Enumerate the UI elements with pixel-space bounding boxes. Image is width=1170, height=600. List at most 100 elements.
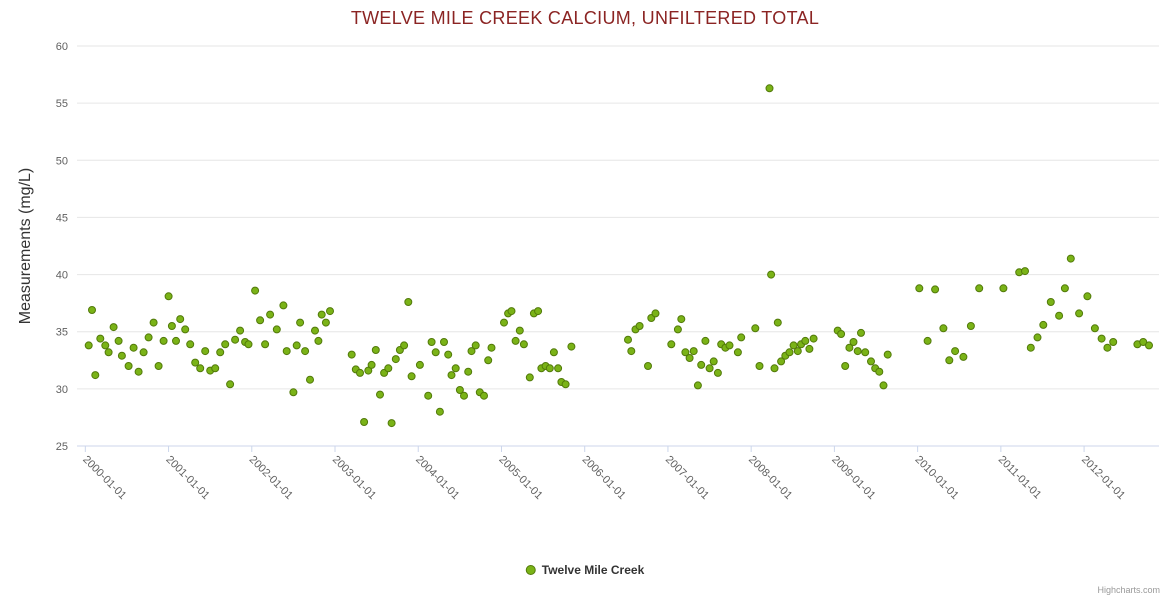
data-point[interactable] — [376, 390, 384, 399]
data-point[interactable] — [292, 341, 301, 350]
data-point[interactable] — [701, 336, 710, 345]
data-point[interactable] — [221, 340, 230, 349]
data-point[interactable] — [88, 306, 96, 314]
data-point[interactable] — [765, 84, 774, 93]
data-point[interactable] — [387, 419, 396, 428]
data-point[interactable] — [435, 407, 444, 416]
data-point[interactable] — [1090, 324, 1099, 333]
data-point[interactable] — [129, 343, 138, 352]
data-point[interactable] — [853, 347, 862, 356]
data-point[interactable] — [1060, 284, 1069, 293]
data-point[interactable] — [251, 286, 260, 295]
data-point[interactable] — [244, 340, 253, 349]
data-point[interactable] — [644, 362, 652, 370]
data-point[interactable] — [391, 355, 400, 364]
data-point[interactable] — [451, 364, 460, 373]
data-point[interactable] — [444, 350, 453, 359]
data-point[interactable] — [999, 284, 1008, 293]
data-point[interactable] — [360, 418, 369, 426]
data-point[interactable] — [713, 368, 722, 377]
data-point[interactable] — [172, 336, 180, 345]
data-point[interactable] — [159, 336, 168, 345]
data-point[interactable] — [321, 318, 330, 327]
data-point[interactable] — [236, 326, 245, 335]
data-point[interactable] — [326, 307, 334, 316]
data-point[interactable] — [154, 362, 163, 370]
data-point[interactable] — [191, 358, 200, 367]
data-point[interactable] — [231, 335, 240, 344]
legend-item-twelve-mile-creek[interactable]: Twelve Mile Creek — [525, 563, 644, 577]
data-point[interactable] — [1145, 341, 1153, 350]
data-point[interactable] — [809, 334, 818, 343]
data-point[interactable] — [939, 324, 948, 333]
data-point[interactable] — [216, 348, 225, 357]
data-point[interactable] — [959, 352, 968, 361]
data-point[interactable] — [427, 338, 436, 346]
data-point[interactable] — [733, 348, 742, 357]
data-point[interactable] — [306, 375, 314, 384]
data-point[interactable] — [507, 307, 516, 316]
data-point[interactable] — [314, 336, 323, 345]
data-point[interactable] — [627, 347, 636, 356]
data-point[interactable] — [681, 348, 690, 357]
data-point[interactable] — [317, 310, 326, 319]
data-point[interactable] — [139, 348, 148, 357]
data-point[interactable] — [407, 372, 416, 381]
data-point[interactable] — [384, 364, 393, 373]
data-point[interactable] — [301, 347, 310, 356]
data-point[interactable] — [134, 367, 143, 376]
data-point[interactable] — [515, 326, 524, 335]
data-point[interactable] — [487, 343, 496, 352]
data-point[interactable] — [167, 322, 176, 330]
data-point[interactable] — [279, 301, 288, 310]
data-point[interactable] — [1097, 334, 1106, 343]
data-point[interactable] — [261, 340, 270, 349]
data-point[interactable] — [737, 333, 746, 342]
data-point[interactable] — [196, 364, 205, 373]
data-point[interactable] — [567, 342, 576, 351]
data-point[interactable] — [440, 338, 448, 346]
data-point[interactable] — [785, 348, 794, 357]
data-point[interactable] — [467, 347, 476, 356]
data-point[interactable] — [1139, 338, 1148, 346]
data-point[interactable] — [951, 347, 960, 356]
data-point[interactable] — [673, 325, 682, 334]
data-point[interactable] — [915, 284, 924, 293]
data-point[interactable] — [777, 357, 786, 366]
data-point[interactable] — [1039, 320, 1048, 329]
data-point[interactable] — [367, 360, 376, 369]
data-point[interactable] — [1046, 298, 1055, 306]
data-point[interactable] — [923, 336, 932, 345]
data-point[interactable] — [176, 315, 185, 324]
data-point[interactable] — [455, 386, 464, 394]
data-point[interactable] — [875, 367, 884, 376]
data-point[interactable] — [635, 322, 644, 330]
data-point[interactable] — [545, 364, 554, 373]
data-point[interactable] — [96, 334, 105, 343]
data-point[interactable] — [841, 362, 850, 370]
data-point[interactable] — [755, 362, 764, 370]
data-point[interactable] — [266, 310, 275, 319]
data-point[interactable] — [1075, 309, 1084, 318]
data-point[interactable] — [945, 356, 954, 365]
data-point[interactable] — [725, 341, 734, 350]
data-point[interactable] — [883, 350, 892, 359]
data-point[interactable] — [186, 340, 195, 349]
data-point[interactable] — [1083, 292, 1092, 301]
data-point[interactable] — [805, 344, 814, 353]
data-point[interactable] — [685, 354, 694, 362]
data-point[interactable] — [371, 346, 380, 354]
data-point[interactable] — [415, 360, 424, 369]
data-point[interactable] — [104, 348, 113, 357]
data-point[interactable] — [693, 381, 702, 390]
data-point[interactable] — [480, 391, 488, 400]
data-point[interactable] — [1066, 254, 1075, 263]
data-point[interactable] — [1055, 311, 1064, 320]
data-point[interactable] — [282, 347, 291, 356]
data-point[interactable] — [861, 348, 870, 357]
data-point[interactable] — [226, 380, 235, 389]
highcharts-credits-link[interactable]: Highcharts.com — [1097, 585, 1160, 595]
data-point[interactable] — [201, 347, 210, 356]
data-point[interactable] — [296, 318, 305, 327]
data-point[interactable] — [1103, 343, 1112, 352]
